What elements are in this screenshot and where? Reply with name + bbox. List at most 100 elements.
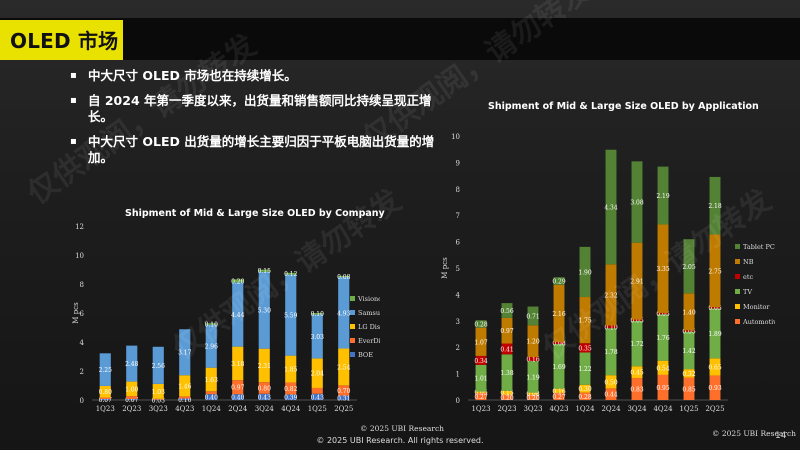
bar-segment: [285, 394, 297, 400]
bar-segment: [285, 272, 297, 275]
data-label: 0.30: [578, 386, 592, 393]
title-bar: [0, 18, 800, 60]
x-tick-label: 4Q23: [175, 405, 194, 413]
bar-segment: [631, 320, 643, 367]
data-label: 1.19: [526, 374, 540, 381]
data-label: 1.89: [708, 331, 722, 338]
bar-segment: [475, 392, 487, 400]
bar-segment: [311, 393, 323, 400]
legend-swatch: [735, 244, 740, 249]
data-label: 1.00: [125, 386, 139, 393]
x-tick-label: 1Q23: [96, 405, 115, 413]
y-axis-label: M pcs: [441, 257, 449, 279]
bar-segment: [683, 331, 695, 370]
bar-segment: [579, 343, 591, 353]
bullet-item: 自 2024 年第一季度以来，出货量和销售额同比持续呈现正增长。: [70, 93, 450, 125]
bar-segment: [205, 367, 217, 392]
bar-segment: [311, 313, 323, 315]
data-label: 1.42: [682, 348, 696, 355]
x-tick-label: 1Q24: [575, 405, 595, 413]
data-label: 0.32: [682, 371, 696, 378]
bar-segment: [311, 358, 323, 388]
bar-segment: [99, 397, 111, 399]
legend-swatch: [735, 319, 740, 324]
bar-segment: [258, 382, 270, 394]
data-label: 0.28: [474, 321, 488, 328]
legend-label: BOE: [358, 351, 373, 359]
data-label: 0.71: [526, 313, 539, 320]
y-tick-label: 0: [456, 397, 460, 405]
data-label: 1.76: [656, 335, 670, 342]
data-label: 1.01: [474, 376, 487, 383]
data-label: 2.25: [99, 367, 113, 374]
bar-segment: [553, 341, 565, 345]
data-label: 0.54: [656, 365, 670, 372]
data-label: 0.40: [205, 395, 219, 402]
bar-segment: [553, 277, 565, 285]
x-tick-label: 2Q24: [601, 405, 621, 413]
data-label: 0.85: [682, 386, 696, 393]
data-label: 0.70: [337, 388, 351, 395]
bar-segment: [258, 269, 270, 272]
data-label: 1.85: [284, 367, 298, 374]
data-label: 2.16: [552, 311, 566, 318]
legend-swatch: [735, 304, 740, 309]
legend-swatch: [350, 324, 355, 329]
data-label: 0.05: [630, 318, 644, 325]
data-label: 0.08: [526, 391, 540, 398]
data-label: 0.03: [152, 397, 166, 404]
bar-segment: [99, 353, 111, 386]
data-label: 3.35: [656, 266, 670, 273]
data-label: 1.46: [178, 383, 192, 390]
data-label: 0.39: [284, 395, 298, 402]
bar-segment: [338, 277, 350, 349]
bar-segment: [579, 352, 591, 385]
bar-segment: [179, 396, 191, 399]
copyright-footer: © 2025 UBI Research. All rights reserved…: [316, 436, 484, 445]
application-chart-credit: © 2025 UBI Research: [712, 429, 796, 438]
bar-segment: [501, 390, 513, 395]
data-label: 5.59: [284, 313, 298, 320]
data-label: 3.18: [231, 361, 245, 368]
bar-segment: [501, 354, 513, 391]
bar-segment: [553, 392, 565, 400]
page-number: 14: [775, 431, 787, 441]
legend-swatch: [350, 338, 355, 343]
data-label: 1.75: [578, 318, 592, 325]
data-label: 0.05: [708, 305, 722, 312]
bar-segment: [579, 297, 591, 344]
bar-segment: [338, 348, 350, 386]
data-label: 0.10: [178, 397, 192, 404]
bar-segment: [179, 398, 191, 400]
bar-segment: [501, 317, 513, 344]
data-label: 0.95: [656, 385, 670, 392]
bar-segment: [179, 329, 191, 376]
data-label: 0.31: [337, 395, 350, 402]
y-tick-label: 12: [75, 223, 84, 231]
bar-segment: [657, 312, 669, 315]
bar-segment: [99, 385, 111, 398]
company-chart-credit: © 2025 UBI Research: [360, 424, 444, 433]
data-label: 0.80: [99, 389, 113, 396]
data-label: 0.20: [231, 278, 245, 285]
legend-swatch: [735, 289, 740, 294]
x-tick-label: 1Q25: [679, 405, 698, 413]
x-tick-label: 3Q24: [627, 405, 647, 413]
bar-segment: [605, 328, 617, 376]
data-label: 0.07: [99, 397, 113, 404]
legend-swatch: [735, 274, 740, 279]
data-label: 1.90: [578, 269, 592, 276]
legend-label: Visionox: [357, 295, 380, 303]
data-label: 2.96: [205, 344, 219, 351]
bar-segment: [126, 381, 138, 397]
bar-segment: [232, 380, 244, 395]
bar-segment: [605, 325, 617, 329]
bar-segment: [579, 384, 591, 393]
data-label: 1.63: [205, 377, 219, 384]
x-tick-label: 1Q25: [308, 405, 327, 413]
x-tick-label: 3Q23: [523, 405, 542, 413]
data-label: 0.10: [205, 322, 219, 329]
data-label: 2.91: [630, 279, 643, 286]
legend-label: Automotive: [742, 318, 775, 326]
